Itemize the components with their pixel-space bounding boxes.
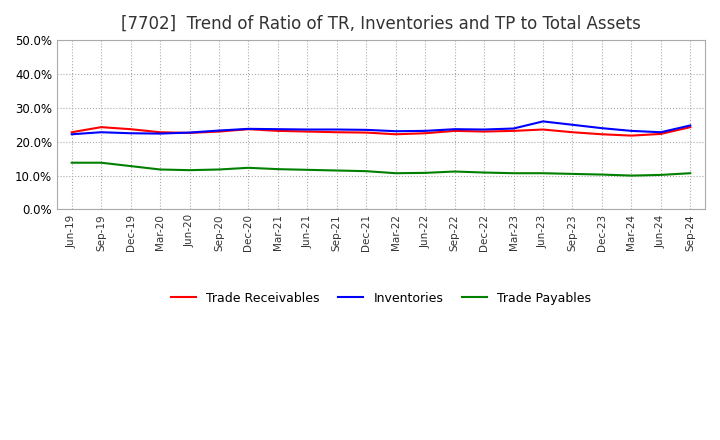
Inventories	[392, 128, 400, 134]
Trade Receivables	[450, 128, 459, 133]
Trade Payables	[156, 167, 164, 172]
Trade Payables	[303, 167, 312, 172]
Inventories	[568, 122, 577, 128]
Trade Payables	[68, 160, 76, 165]
Inventories	[362, 127, 371, 132]
Trade Payables	[686, 171, 695, 176]
Inventories	[450, 127, 459, 132]
Trade Payables	[539, 171, 547, 176]
Inventories	[156, 131, 164, 136]
Trade Payables	[392, 171, 400, 176]
Inventories	[598, 125, 606, 131]
Inventories	[480, 127, 488, 132]
Trade Receivables	[362, 130, 371, 135]
Trade Receivables	[657, 131, 665, 136]
Inventories	[215, 128, 223, 133]
Inventories	[333, 127, 341, 132]
Line: Inventories: Inventories	[72, 121, 690, 134]
Trade Receivables	[97, 125, 106, 130]
Trade Receivables	[627, 133, 636, 138]
Trade Receivables	[185, 130, 194, 136]
Trade Receivables	[539, 127, 547, 132]
Inventories	[509, 126, 518, 131]
Line: Trade Payables: Trade Payables	[72, 163, 690, 176]
Trade Payables	[568, 171, 577, 176]
Trade Receivables	[568, 130, 577, 135]
Inventories	[303, 127, 312, 132]
Inventories	[97, 130, 106, 135]
Inventories	[185, 130, 194, 135]
Trade Receivables	[215, 129, 223, 134]
Inventories	[421, 128, 430, 133]
Inventories	[539, 119, 547, 124]
Trade Payables	[97, 160, 106, 165]
Trade Receivables	[480, 129, 488, 134]
Trade Receivables	[68, 130, 76, 135]
Trade Receivables	[598, 132, 606, 137]
Trade Payables	[185, 168, 194, 173]
Trade Payables	[421, 170, 430, 176]
Trade Receivables	[156, 130, 164, 135]
Inventories	[686, 123, 695, 128]
Inventories	[627, 128, 636, 133]
Trade Payables	[450, 169, 459, 174]
Trade Payables	[126, 164, 135, 169]
Trade Payables	[598, 172, 606, 177]
Trade Receivables	[392, 132, 400, 137]
Trade Payables	[333, 168, 341, 173]
Inventories	[126, 131, 135, 136]
Trade Payables	[244, 165, 253, 170]
Title: [7702]  Trend of Ratio of TR, Inventories and TP to Total Assets: [7702] Trend of Ratio of TR, Inventories…	[121, 15, 641, 33]
Line: Trade Receivables: Trade Receivables	[72, 127, 690, 136]
Inventories	[657, 130, 665, 135]
Trade Receivables	[509, 128, 518, 133]
Trade Receivables	[274, 128, 282, 133]
Trade Payables	[274, 166, 282, 172]
Trade Receivables	[686, 125, 695, 130]
Trade Payables	[480, 170, 488, 175]
Trade Payables	[509, 171, 518, 176]
Trade Payables	[362, 169, 371, 174]
Trade Receivables	[421, 131, 430, 136]
Trade Payables	[657, 172, 665, 178]
Inventories	[274, 127, 282, 132]
Trade Receivables	[333, 130, 341, 135]
Trade Receivables	[126, 127, 135, 132]
Trade Receivables	[303, 129, 312, 134]
Inventories	[244, 126, 253, 132]
Legend: Trade Receivables, Inventories, Trade Payables: Trade Receivables, Inventories, Trade Pa…	[166, 287, 596, 310]
Trade Payables	[215, 167, 223, 172]
Inventories	[68, 132, 76, 137]
Trade Receivables	[244, 127, 253, 132]
Trade Payables	[627, 173, 636, 178]
